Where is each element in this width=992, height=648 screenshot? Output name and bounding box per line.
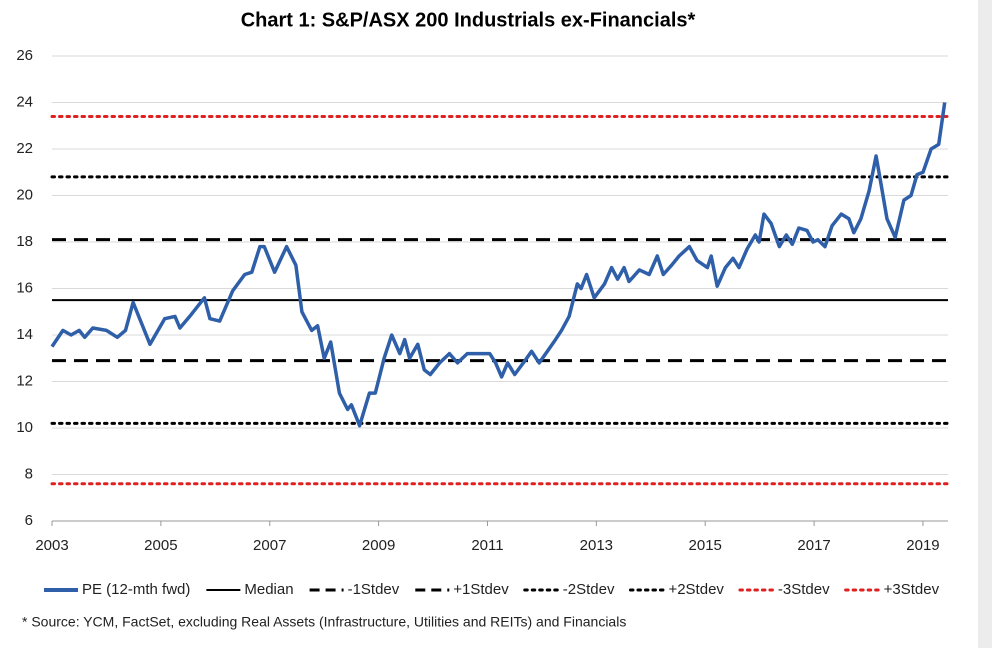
legend-label: -2Stdev — [563, 581, 615, 598]
x-tick-label: 2013 — [580, 537, 613, 554]
x-tick-label: 2019 — [906, 537, 939, 554]
y-tick-label: 14 — [16, 326, 33, 343]
scrollbar — [978, 0, 992, 648]
x-tick-label: 2003 — [35, 537, 68, 554]
legend-label: +3Stdev — [884, 581, 940, 598]
legend-label: -3Stdev — [778, 581, 830, 598]
line-series — [50, 102, 947, 428]
y-tick-label: 18 — [16, 233, 33, 250]
y-tick-label: 6 — [25, 512, 33, 529]
y-tick-label: 26 — [16, 47, 33, 64]
y-tick-label: 12 — [16, 372, 33, 389]
legend-label: +2Stdev — [668, 581, 724, 598]
legend-label: +1Stdev — [453, 581, 509, 598]
legend-label: PE (12-mth fwd) — [82, 581, 190, 598]
y-tick-label: 10 — [16, 419, 33, 436]
y-tick-label: 20 — [16, 186, 33, 203]
chart-title: Chart 1: S&P/ASX 200 Industrials ex-Fina… — [241, 9, 696, 31]
x-tick-label: 2005 — [144, 537, 177, 554]
footnote: * Source: YCM, FactSet, excluding Real A… — [22, 614, 626, 630]
y-tick-label: 22 — [16, 140, 33, 157]
x-tick-label: 2017 — [797, 537, 830, 554]
legend-label: Median — [244, 581, 293, 598]
x-tick-label: 2015 — [689, 537, 722, 554]
y-tick-label: 8 — [25, 465, 33, 482]
y-tick-label: 24 — [16, 93, 33, 110]
x-tick-label: 2011 — [471, 537, 503, 554]
y-tick-label: 16 — [16, 279, 33, 296]
legend-label: -1Stdev — [348, 581, 400, 598]
x-tick-label: 2007 — [253, 537, 286, 554]
x-tick-label: 2009 — [362, 537, 395, 554]
